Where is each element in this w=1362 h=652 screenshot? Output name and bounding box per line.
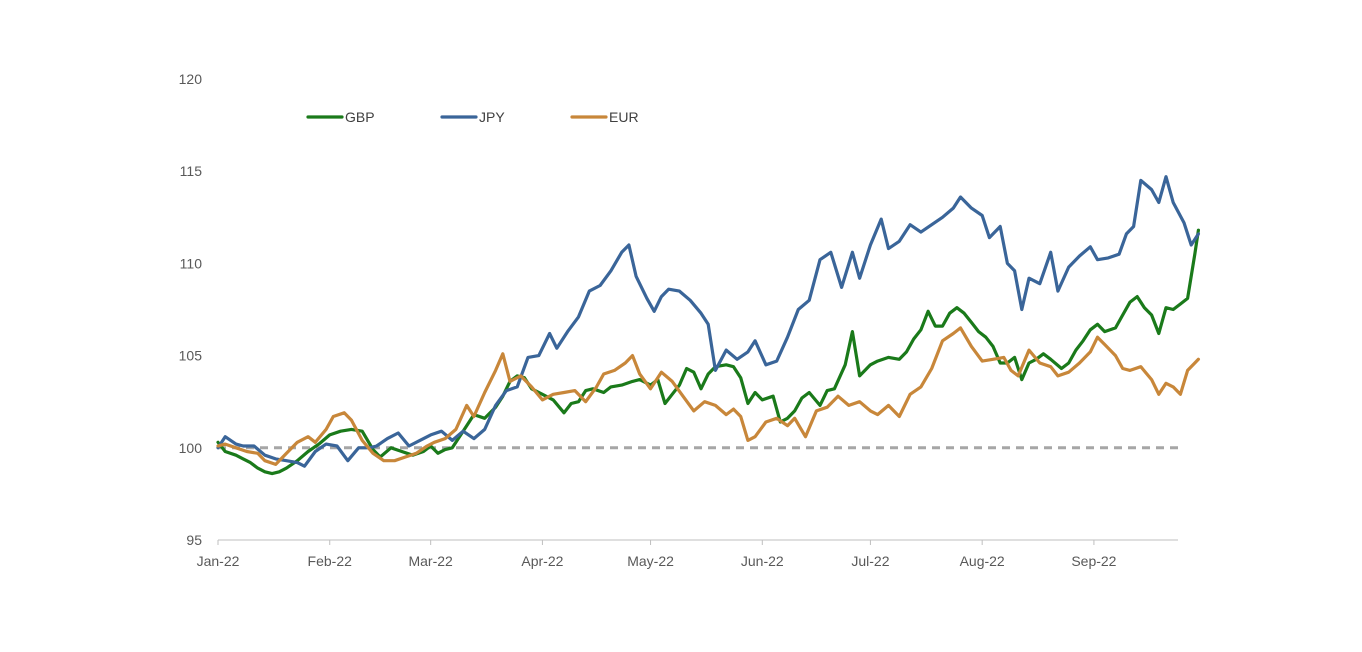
y-tick-label: 115	[180, 163, 203, 179]
x-tick-label: Apr-22	[521, 553, 563, 569]
series-line-eur	[216, 326, 1200, 466]
x-tick-label: Jul-22	[851, 553, 889, 569]
series-lines	[216, 175, 1200, 476]
x-tick-label: Sep-22	[1071, 553, 1116, 569]
x-axis-ticks: Jan-22 Feb-22 Mar-22 Apr-22 May-22 Jun-22 Jul-…	[197, 540, 1117, 569]
x-tick-label: Aug-22	[960, 553, 1005, 569]
x-tick-label: Jan-22	[197, 553, 240, 569]
y-tick-label: 95	[186, 532, 202, 548]
x-tick-label: Jun-22	[741, 553, 784, 569]
y-tick-label: 100	[179, 440, 203, 456]
legend-label-gbp: GBP	[345, 109, 375, 125]
legend-label-eur: EUR	[609, 109, 639, 125]
y-axis-ticks: 95 100 105 110 115 120	[179, 71, 203, 548]
x-tick-label: Mar-22	[408, 553, 453, 569]
y-tick-label: 105	[179, 348, 203, 364]
legend: GBP JPY EUR	[306, 109, 639, 125]
y-tick-label: 110	[180, 255, 203, 271]
series-line-gbp	[216, 228, 1200, 476]
x-tick-label: May-22	[627, 553, 674, 569]
legend-label-jpy: JPY	[479, 109, 505, 125]
series-line-jpy	[216, 175, 1200, 468]
y-tick-label: 120	[179, 71, 203, 87]
x-tick-label: Feb-22	[308, 553, 353, 569]
